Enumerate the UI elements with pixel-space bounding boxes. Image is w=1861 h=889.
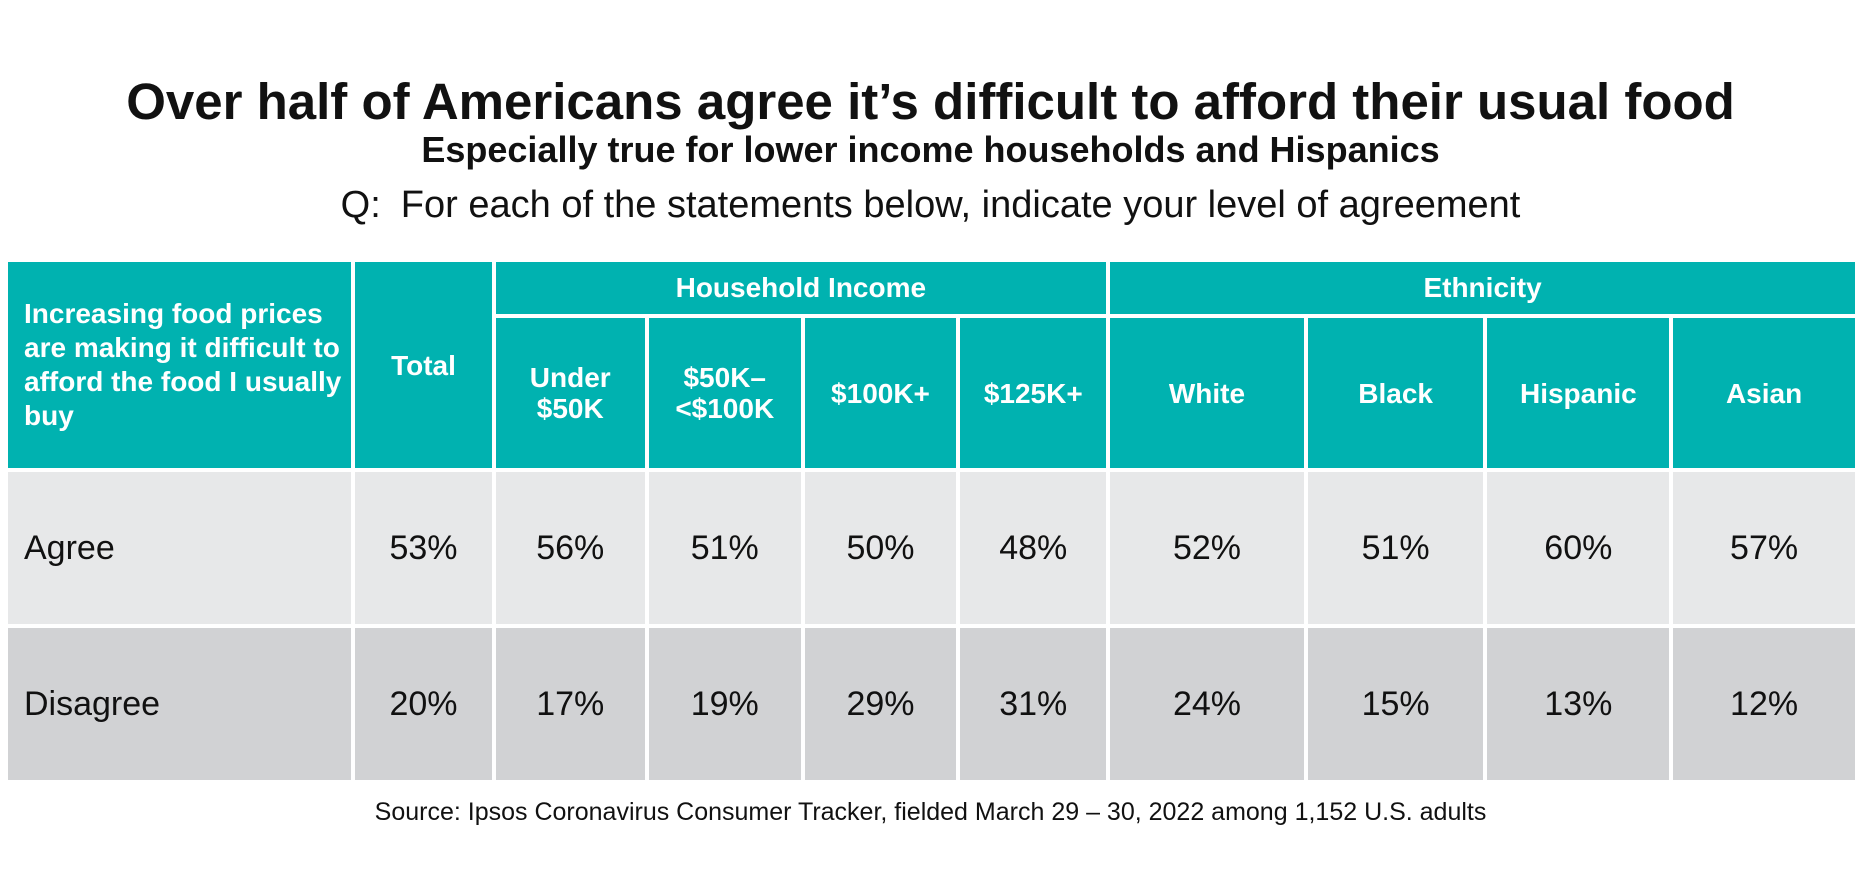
row-label-agree: Agree bbox=[3, 468, 355, 628]
cell-disagree-black: 15% bbox=[1303, 624, 1488, 784]
cell-agree-under-50k: 56% bbox=[491, 468, 649, 628]
cell-agree-50k-100k: 51% bbox=[644, 468, 805, 628]
group-header-ethnicity: Ethnicity bbox=[1106, 258, 1859, 318]
cell-disagree-asian: 12% bbox=[1669, 624, 1859, 784]
cell-disagree-50k-100k: 19% bbox=[644, 624, 805, 784]
survey-question: Q: For each of the statements below, indi… bbox=[0, 182, 1861, 228]
chart-subtitle: Especially true for lower income househo… bbox=[421, 129, 1440, 170]
cell-agree-hispanic: 60% bbox=[1483, 468, 1674, 628]
results-table: Increasing food prices are making it dif… bbox=[3, 258, 1859, 784]
header-column-row: Under $50K $50K–<$100K $100K+ $125K+ Whi… bbox=[6, 314, 1859, 472]
col-header-50k-100k: $50K–<$100K bbox=[644, 314, 805, 472]
group-header-household-income: Household Income bbox=[491, 258, 1110, 318]
col-header-under-50k: Under $50K bbox=[491, 314, 649, 472]
cell-disagree-total: 20% bbox=[351, 624, 496, 784]
cell-disagree-under-50k: 17% bbox=[491, 624, 649, 784]
col-header-100k-plus: $100K+ bbox=[800, 314, 961, 472]
col-header-black: Black bbox=[1303, 314, 1488, 472]
table-row-disagree: Disagree 20% 17% 19% 29% 31% 24% 15% 13%… bbox=[3, 624, 1859, 784]
col-header-125k-plus: $125K+ bbox=[956, 314, 1110, 472]
cell-agree-125k-plus: 48% bbox=[956, 468, 1110, 628]
cell-agree-total: 53% bbox=[351, 468, 496, 628]
table-row-agree: Agree 53% 56% 51% 50% 48% 52% 51% 60% 57… bbox=[3, 468, 1859, 628]
col-header-under-50k-label: Under $50K bbox=[529, 362, 611, 424]
source-note: Source: Ipsos Coronavirus Consumer Track… bbox=[374, 798, 1487, 826]
header-group-row: Increasing food prices are making it dif… bbox=[3, 258, 1859, 472]
cell-disagree-125k-plus: 31% bbox=[956, 624, 1110, 784]
cell-disagree-hispanic: 13% bbox=[1483, 624, 1674, 784]
question-text: For each of the statements below, indica… bbox=[400, 184, 1521, 226]
col-header-50k-100k-label: $50K–<$100K bbox=[675, 362, 775, 424]
col-header-hispanic: Hispanic bbox=[1483, 314, 1674, 472]
statement-header: Increasing food prices are making it dif… bbox=[3, 258, 355, 472]
cell-agree-white: 52% bbox=[1106, 468, 1308, 628]
cell-agree-100k-plus: 50% bbox=[800, 468, 961, 628]
cell-disagree-white: 24% bbox=[1106, 624, 1308, 784]
chart-title: Over half of Americans agree it’s diffic… bbox=[126, 73, 1735, 130]
col-header-white: White bbox=[1106, 314, 1308, 472]
col-header-asian: Asian bbox=[1669, 314, 1859, 472]
row-label-disagree: Disagree bbox=[3, 624, 355, 784]
cell-disagree-100k-plus: 29% bbox=[800, 624, 961, 784]
col-header-total: Total bbox=[351, 258, 496, 472]
question-prefix: Q: bbox=[340, 184, 381, 226]
cell-agree-asian: 57% bbox=[1669, 468, 1859, 628]
cell-agree-black: 51% bbox=[1303, 468, 1488, 628]
